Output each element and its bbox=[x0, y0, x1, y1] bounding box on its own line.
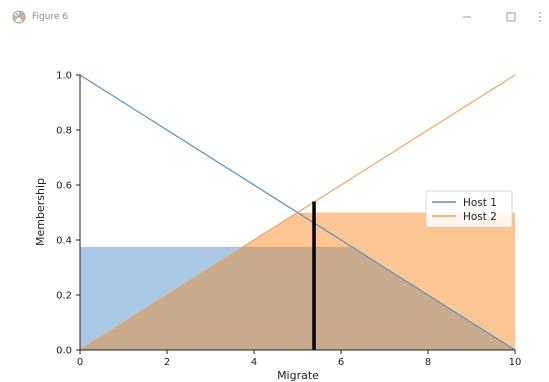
ticks: 0 2 4 6 8 10 0.0 0.2 0.4 0.6 0.8 1.0 bbox=[56, 71, 521, 369]
x-tick-label: 0 bbox=[77, 357, 83, 368]
y-tick-label: 0.2 bbox=[56, 291, 72, 302]
legend-label-host-1: Host 1 bbox=[463, 197, 497, 209]
series-line-host-2 bbox=[79, 74, 516, 351]
x-tick-label: 10 bbox=[509, 357, 522, 368]
title-bar: Figure 6 bbox=[0, 0, 549, 34]
more-options-icon bbox=[539, 12, 541, 22]
minimize-button[interactable] bbox=[458, 8, 476, 26]
more-options-button[interactable] bbox=[535, 8, 545, 26]
maximize-icon bbox=[506, 12, 516, 22]
y-tick-label: 0.4 bbox=[56, 236, 72, 247]
matplotlib-figure-icon bbox=[12, 10, 26, 24]
x-tick-label: 4 bbox=[251, 357, 257, 368]
y-tick-label: 1.0 bbox=[56, 71, 72, 82]
maximize-button[interactable] bbox=[502, 8, 520, 26]
x-axis-label: Migrate bbox=[277, 369, 319, 382]
membership-chart: 0 2 4 6 8 10 0.0 0.2 0.4 0.6 0.8 1.0 Host 1 Host 2 M… bbox=[34, 71, 521, 382]
activation-fills bbox=[80, 212, 515, 350]
y-axis-label: Membership bbox=[34, 178, 47, 246]
legend-label-host-2: Host 2 bbox=[463, 211, 497, 223]
y-tick-label: 0.8 bbox=[56, 126, 72, 137]
y-tick-label: 0.0 bbox=[56, 346, 72, 357]
membership-lines bbox=[79, 74, 516, 351]
plot-area: 0 2 4 6 8 10 0.0 0.2 0.4 0.6 0.8 1.0 Host 1 Host 2 M… bbox=[0, 34, 549, 382]
axes bbox=[79, 75, 515, 351]
overlap-fill bbox=[80, 246, 515, 350]
window-title: Figure 6 bbox=[32, 12, 69, 22]
y-tick-label: 0.6 bbox=[56, 181, 72, 192]
x-tick-label: 6 bbox=[338, 357, 344, 368]
legend-box bbox=[425, 190, 513, 228]
x-tick-label: 2 bbox=[164, 357, 170, 368]
legend: Host 1 Host 2 bbox=[425, 190, 513, 228]
x-tick-label: 8 bbox=[425, 357, 431, 368]
